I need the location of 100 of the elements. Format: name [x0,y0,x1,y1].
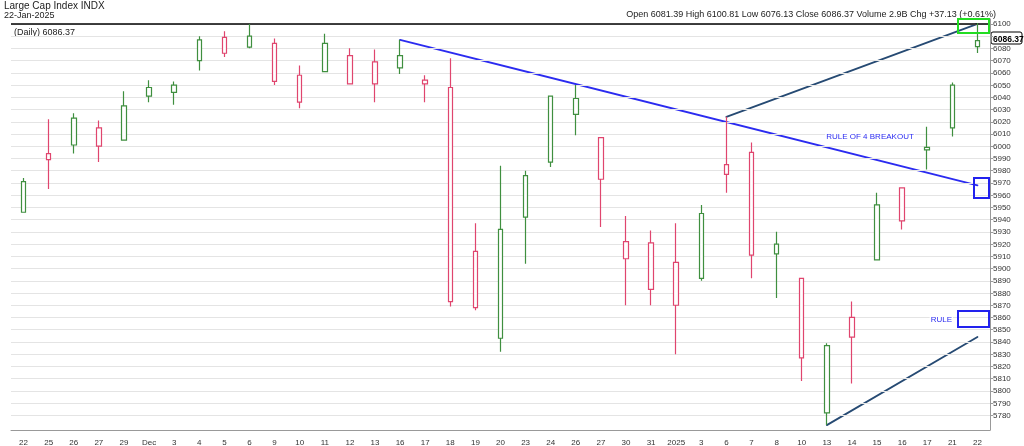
candlestick [321,33,329,73]
y-tick-label: 5790 [993,398,1012,408]
y-tick-label: 6060 [993,68,1012,78]
x-tick-label: 17 [922,437,933,446]
candlestick [647,230,655,306]
x-tick-label: 3 [699,437,705,446]
y-tick-label: 5870 [993,300,1012,310]
candlestick [497,165,504,353]
candlestick [196,35,203,71]
x-tick-label: 16 [395,437,406,446]
x-tick-label: 21 [947,437,958,446]
candlestick [145,79,153,103]
y-tick-label: 5950 [993,202,1012,212]
y-tick-label: 6040 [993,92,1012,102]
y-tick-label: 5780 [993,410,1012,420]
x-tick-label: 13 [370,437,380,446]
y-tick-label: 6000 [993,141,1012,151]
candlestick [170,80,178,106]
x-tick-label: 10 [295,437,305,446]
candlestick [547,95,554,168]
y-tick-label: 5920 [993,239,1012,249]
x-tick-label: 14 [847,437,857,446]
annotation: RULE OF 4 BREAKOUT [826,131,914,141]
x-tick-label: 29 [119,437,129,446]
candlestick [45,118,52,190]
x-tick-label: 8 [774,437,780,446]
y-tick-label: 5800 [993,386,1012,396]
x-tick-label: Dec [141,437,157,446]
y-tick-label: 5810 [993,374,1012,384]
candlestick [572,84,580,136]
x-tick-label: 3 [171,437,177,446]
y-tick-label: 5990 [993,153,1012,163]
x-tick-label: 6 [247,437,253,446]
candlestick [773,231,780,299]
candlestick [447,57,454,308]
candlestick [923,126,931,171]
y-tick-label: 5900 [993,264,1012,274]
candlestick [120,90,128,141]
x-tick-label: 19 [470,437,481,446]
y-tick-label: 5880 [993,288,1012,298]
x-tick-label: 27 [596,437,606,446]
x-tick-label: 16 [897,437,908,446]
x-tick-label: 20 [496,437,506,446]
candlestick [296,64,303,109]
y-tick-label: 5940 [993,215,1012,225]
candlestick [396,39,404,75]
y-tick-label: 6030 [993,105,1012,115]
x-tick-label: 7 [749,437,755,446]
y-tick-label: 6070 [993,56,1012,66]
candlestick [246,23,253,49]
x-tick-label: 30 [621,437,632,446]
candlestick [873,192,881,261]
candlestick [748,141,755,279]
x-tick-label: 10 [797,437,807,446]
candlestick [522,170,529,265]
text: Open 6081.39 High 6100.81 Low 6076.13 Close 6086.37 Volume 2.9B Chg +37.13 (+0.61%) [626,9,996,19]
candlestick [597,137,605,228]
x-tick-label: 5 [222,437,228,446]
candlestick [823,342,831,426]
x-tick-label: 25 [44,437,54,446]
annotation: RULE [930,314,952,324]
x-tick-label: 24 [546,437,556,446]
y-tick-label: 5850 [993,325,1012,335]
y-tick-label: 5890 [993,276,1012,286]
annotation: (Daily) 6086.37 [14,26,76,37]
y-tick-label: 5970 [993,178,1012,188]
y-tick-label: 5960 [993,190,1012,200]
x-tick-label: 12 [345,437,355,446]
y-tick-label: 5980 [993,166,1012,176]
y-tick-label: 5930 [993,227,1012,237]
y-tick-label: 6100 [993,19,1012,29]
y-tick-label: 6010 [993,129,1012,139]
x-tick-label: 26 [69,437,79,446]
x-tick-label: 26 [571,437,581,446]
x-tick-label: 22 [19,437,29,446]
x-tick-label: 31 [646,437,657,446]
candlestick [848,300,856,385]
candlestick [723,116,730,194]
candlestick [698,204,705,282]
x-tick-label: 4 [197,437,203,446]
candlestick [70,112,78,155]
y-tick-label: 5910 [993,251,1012,261]
x-tick-label: 9 [272,437,278,446]
x-tick-label: 15 [872,437,883,446]
candlestick [622,215,630,306]
candlestick [949,82,956,138]
candlestick [421,74,429,103]
y-tick-label: 6050 [993,80,1012,90]
y-tick-label: 5830 [993,349,1012,359]
candlestick [371,48,379,103]
candlestick [271,37,278,86]
text: 6086.37 [993,33,1024,44]
x-tick-label: 13 [822,437,832,446]
candlestick [672,222,680,355]
y-tick-label: 6080 [993,43,1012,53]
x-tick-label: 2025 [667,437,686,446]
y-tick-label: 5840 [993,337,1012,347]
candlestick [95,119,103,163]
y-tick-label: 5820 [993,361,1012,371]
candlestick [346,47,354,85]
